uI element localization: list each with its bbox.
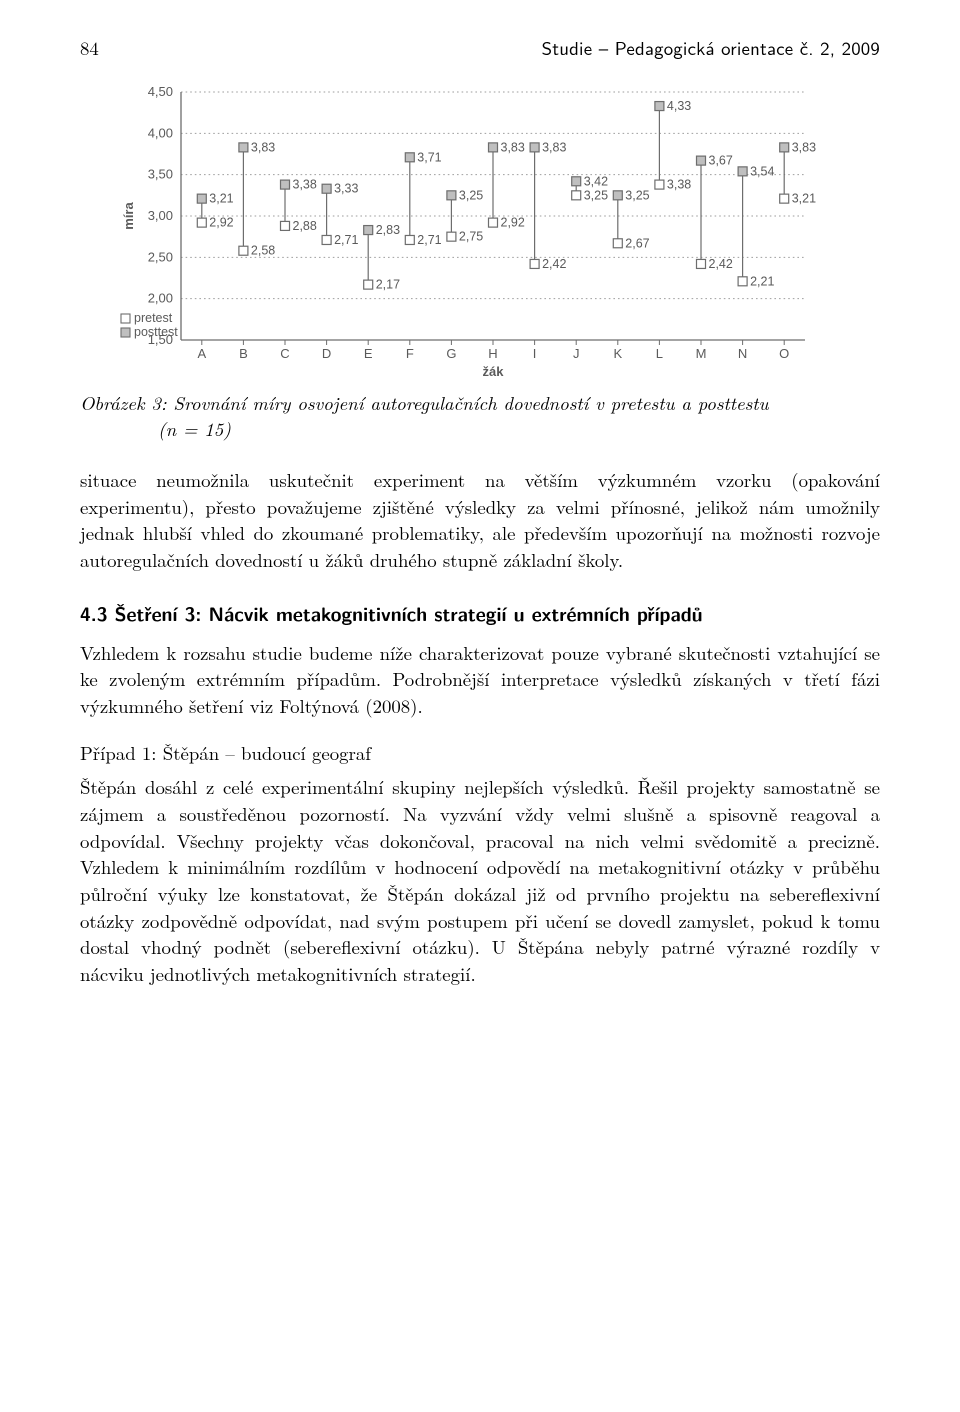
intro-paragraph: situace neumožnila uskutečnit experiment…: [80, 467, 880, 574]
svg-text:3,83: 3,83: [501, 140, 525, 154]
svg-text:2,00: 2,00: [148, 290, 173, 305]
case-heading: Případ 1: Štěpán – budoucí geograf: [80, 740, 880, 767]
svg-text:G: G: [446, 346, 456, 361]
svg-text:4,33: 4,33: [667, 99, 691, 113]
svg-text:3,33: 3,33: [334, 181, 358, 195]
svg-text:3,83: 3,83: [542, 140, 566, 154]
svg-text:2,42: 2,42: [542, 257, 566, 271]
svg-text:3,83: 3,83: [251, 140, 275, 154]
svg-text:4,50: 4,50: [148, 84, 173, 99]
svg-text:3,42: 3,42: [584, 174, 608, 188]
svg-text:C: C: [280, 346, 289, 361]
subsection-paragraph: Vzhledem k rozsahu studie budeme níže ch…: [80, 640, 880, 720]
figure-caption-line2: (n = 15): [80, 416, 880, 443]
subsection-heading: 4.3 Šetření 3: Nácvik metakognitivních s…: [80, 600, 880, 628]
svg-text:H: H: [488, 346, 497, 361]
running-head-text: Studie – Pedagogická orientace č. 2, 200…: [542, 34, 880, 61]
svg-text:2,92: 2,92: [209, 215, 233, 229]
svg-text:4,00: 4,00: [148, 125, 173, 140]
svg-text:B: B: [239, 346, 248, 361]
svg-text:3,25: 3,25: [459, 188, 483, 202]
svg-text:A: A: [197, 346, 206, 361]
svg-text:3,21: 3,21: [209, 191, 233, 205]
svg-text:2,92: 2,92: [501, 215, 525, 229]
svg-text:2,88: 2,88: [293, 219, 317, 233]
svg-text:2,71: 2,71: [334, 233, 358, 247]
svg-text:N: N: [738, 346, 747, 361]
svg-text:E: E: [364, 346, 373, 361]
svg-text:žák: žák: [483, 364, 505, 379]
svg-text:2,42: 2,42: [709, 257, 733, 271]
svg-text:2,17: 2,17: [376, 277, 400, 291]
svg-text:3,50: 3,50: [148, 166, 173, 181]
svg-text:2,83: 2,83: [376, 223, 400, 237]
pretest-posttest-chart: 1,502,002,503,003,504,004,50míraABCDEFGH…: [115, 80, 845, 380]
svg-text:F: F: [406, 346, 414, 361]
svg-text:míra: míra: [121, 201, 136, 229]
page-number: 84: [80, 35, 99, 62]
paper-page: 84 Studie – Pedagogická orientace č. 2, …: [0, 0, 960, 1036]
svg-text:2,21: 2,21: [750, 274, 774, 288]
svg-text:3,21: 3,21: [792, 191, 816, 205]
svg-text:O: O: [779, 346, 789, 361]
svg-text:2,71: 2,71: [417, 233, 441, 247]
chart-container: 1,502,002,503,003,504,004,50míraABCDEFGH…: [115, 80, 845, 380]
svg-text:I: I: [533, 346, 537, 361]
figure-caption-line1: Srovnání míry osvojení autoregulačních d…: [173, 390, 768, 416]
running-head: 84 Studie – Pedagogická orientace č. 2, …: [80, 34, 880, 62]
svg-text:3,25: 3,25: [625, 188, 649, 202]
svg-text:3,83: 3,83: [792, 140, 816, 154]
svg-text:M: M: [696, 346, 707, 361]
svg-text:3,54: 3,54: [750, 164, 774, 178]
figure-caption: Obrázek 3: Srovnání míry osvojení autore…: [80, 390, 880, 443]
svg-text:3,71: 3,71: [417, 150, 441, 164]
svg-text:J: J: [573, 346, 580, 361]
svg-text:3,25: 3,25: [584, 188, 608, 202]
case-paragraph: Štěpán dosáhl z celé experimentální skup…: [80, 774, 880, 988]
svg-text:D: D: [322, 346, 331, 361]
svg-text:2,50: 2,50: [148, 249, 173, 264]
svg-text:posttest: posttest: [134, 325, 178, 339]
svg-text:2,75: 2,75: [459, 229, 483, 243]
svg-text:2,58: 2,58: [251, 243, 275, 257]
svg-text:3,00: 3,00: [148, 208, 173, 223]
figure-label: Obrázek 3:: [80, 390, 167, 416]
svg-text:3,38: 3,38: [667, 177, 691, 191]
svg-text:2,67: 2,67: [625, 236, 649, 250]
svg-text:L: L: [656, 346, 663, 361]
svg-text:K: K: [613, 346, 622, 361]
svg-text:pretest: pretest: [134, 311, 173, 325]
svg-text:3,38: 3,38: [293, 177, 317, 191]
svg-text:3,67: 3,67: [709, 153, 733, 167]
